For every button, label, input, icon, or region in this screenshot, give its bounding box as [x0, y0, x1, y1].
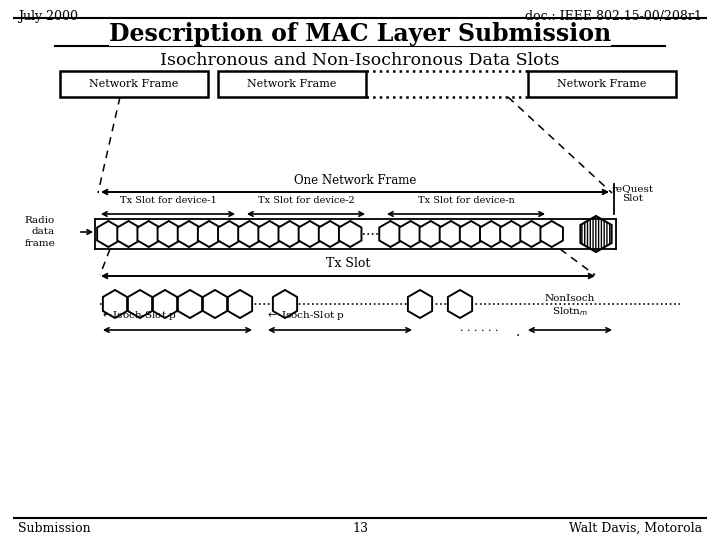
Text: reQuest
Slot: reQuest Slot [612, 184, 654, 203]
Text: NonIsoch
Slotn$_m$: NonIsoch Slotn$_m$ [545, 294, 595, 318]
Polygon shape [273, 290, 297, 318]
Polygon shape [238, 221, 261, 247]
Bar [218, 71, 366, 97]
Text: Tx Slot for device-n: Tx Slot for device-n [418, 196, 514, 205]
Polygon shape [158, 221, 180, 247]
Text: Description of MAC Layer Submission: Description of MAC Layer Submission [109, 22, 611, 46]
Text: Network Frame: Network Frame [89, 79, 179, 89]
Polygon shape [279, 221, 301, 247]
Text: Tx Slot for device-1: Tx Slot for device-1 [120, 196, 217, 205]
Polygon shape [117, 221, 140, 247]
Polygon shape [299, 221, 321, 247]
Text: Network Frame: Network Frame [557, 79, 647, 89]
Polygon shape [339, 221, 361, 247]
Polygon shape [97, 221, 120, 247]
Polygon shape [178, 221, 200, 247]
Polygon shape [580, 216, 611, 252]
Polygon shape [198, 221, 220, 247]
Polygon shape [448, 290, 472, 318]
Text: doc.: IEEE 802.15-00/208r1: doc.: IEEE 802.15-00/208r1 [525, 10, 702, 23]
Polygon shape [258, 221, 281, 247]
Text: 13: 13 [352, 522, 368, 535]
Text: $\leftarrow$Isoch-Slot p: $\leftarrow$Isoch-Slot p [100, 309, 177, 322]
Bar [528, 71, 676, 97]
Polygon shape [480, 221, 503, 247]
Text: Tx Slot for device-2: Tx Slot for device-2 [258, 196, 354, 205]
Polygon shape [500, 221, 523, 247]
Text: . . . . . .: . . . . . . [460, 323, 498, 333]
Polygon shape [460, 221, 482, 247]
Polygon shape [128, 290, 152, 318]
Polygon shape [541, 221, 563, 247]
Text: Radio
data
frame: Radio data frame [24, 217, 55, 248]
Polygon shape [408, 290, 432, 318]
Polygon shape [203, 290, 227, 318]
Text: .: . [516, 325, 520, 339]
Polygon shape [420, 221, 442, 247]
Text: One Network Frame: One Network Frame [294, 174, 416, 187]
Text: Network Frame: Network Frame [247, 79, 337, 89]
Text: Walt Davis, Motorola: Walt Davis, Motorola [569, 522, 702, 535]
Text: Isochronous and Non-Isochronous Data Slots: Isochronous and Non-Isochronous Data Slo… [161, 52, 559, 69]
Polygon shape [138, 221, 160, 247]
Polygon shape [379, 221, 402, 247]
Polygon shape [319, 221, 341, 247]
Polygon shape [440, 221, 462, 247]
Polygon shape [400, 221, 422, 247]
Text: Submission: Submission [18, 522, 91, 535]
Text: $\leftarrow$ Isoch-Slot p: $\leftarrow$ Isoch-Slot p [265, 309, 345, 322]
Text: Tx Slot: Tx Slot [326, 257, 370, 270]
Polygon shape [228, 290, 252, 318]
Polygon shape [178, 290, 202, 318]
Polygon shape [153, 290, 177, 318]
Text: July 2000: July 2000 [18, 10, 78, 23]
Bar [60, 71, 208, 97]
Polygon shape [521, 221, 543, 247]
Polygon shape [218, 221, 240, 247]
Polygon shape [103, 290, 127, 318]
